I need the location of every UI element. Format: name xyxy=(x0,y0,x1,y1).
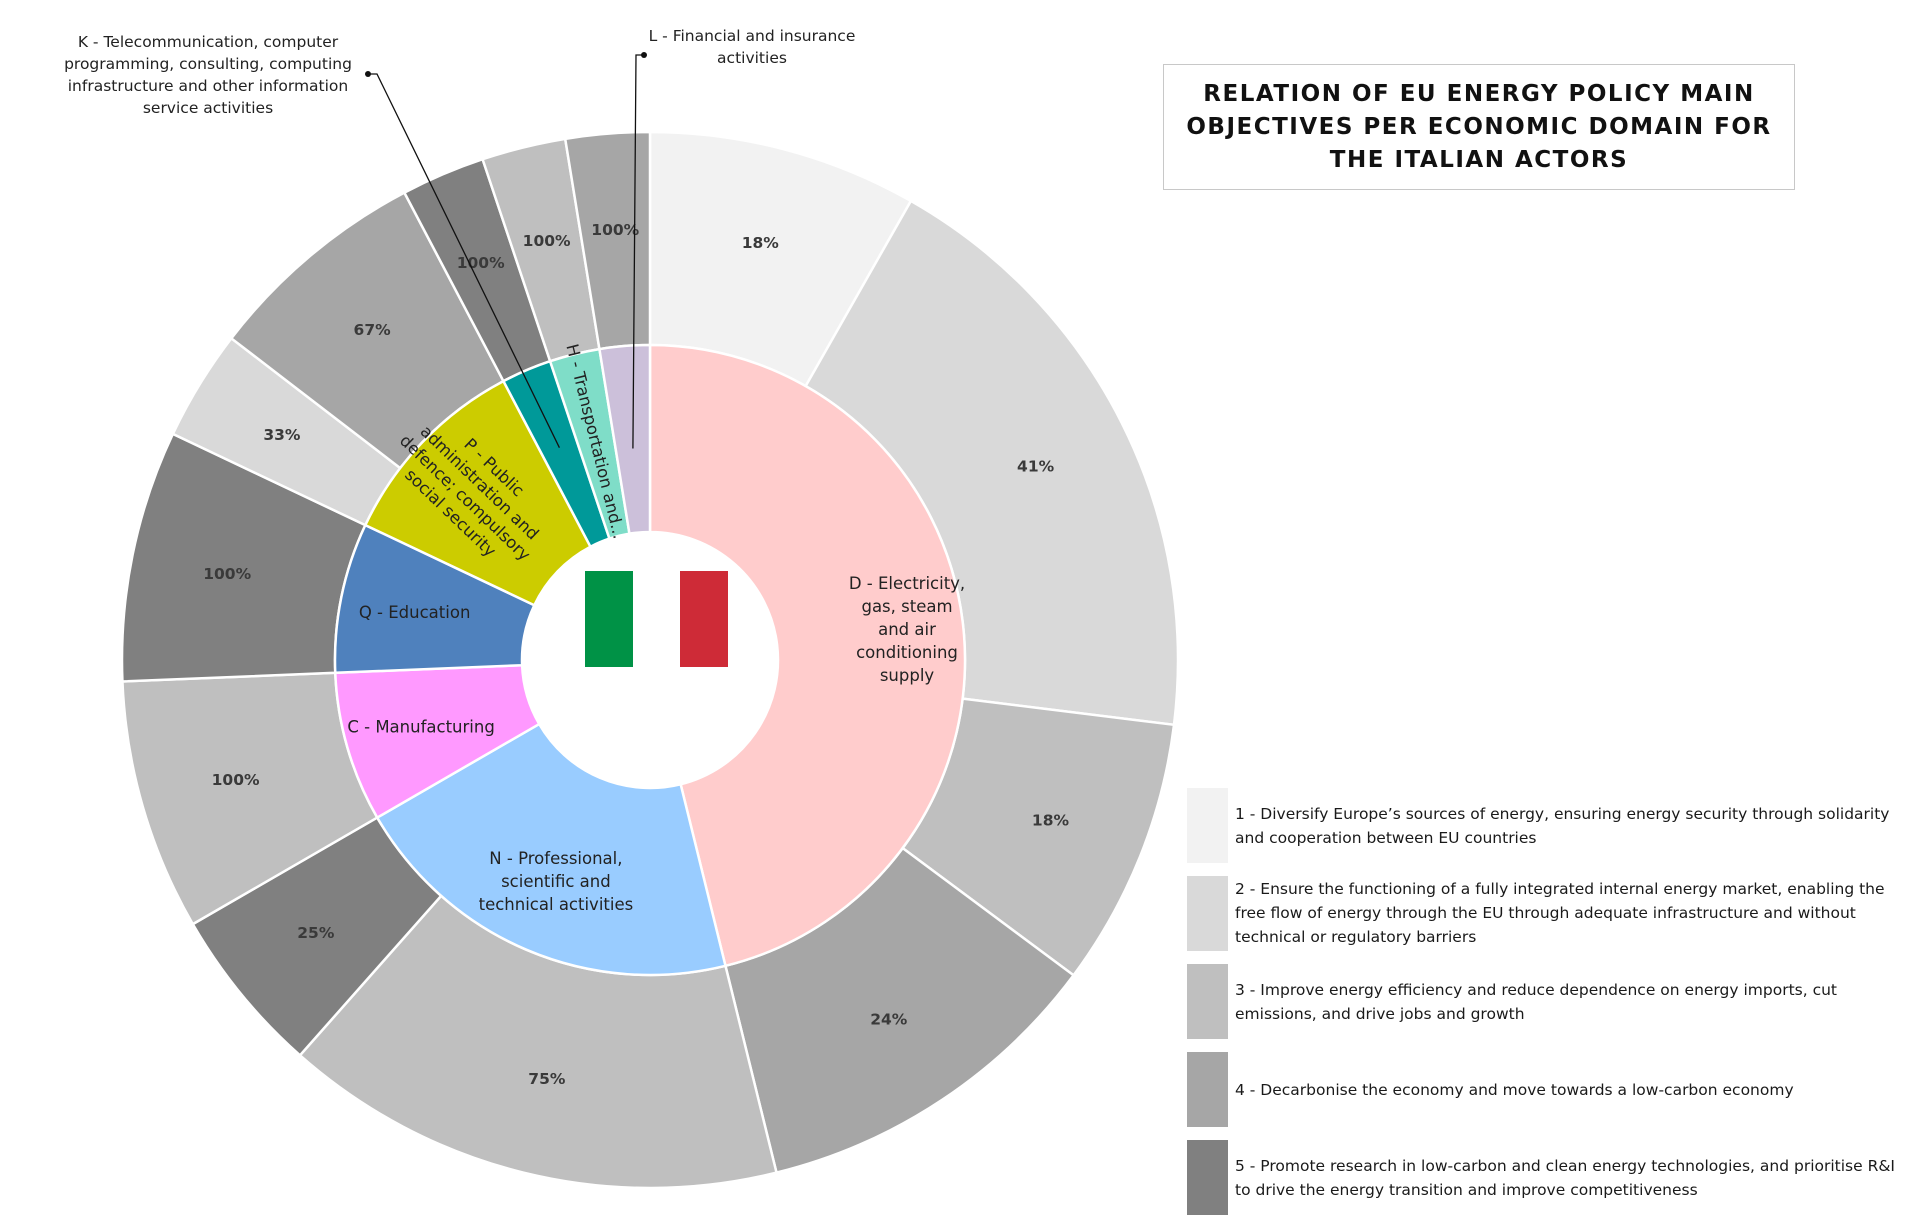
legend-swatch-3 xyxy=(1187,964,1228,1039)
center-flag xyxy=(585,571,728,667)
legend-text-1: 1 - Diversify Europe’s sources of energy… xyxy=(1235,805,1890,847)
flag-stripe-green xyxy=(585,571,633,667)
leader-dot-k xyxy=(365,71,371,77)
outer-label-d-obj4: 24% xyxy=(870,1010,908,1028)
inner-label-q: Q - Education xyxy=(359,603,471,622)
flag-stripe-red xyxy=(680,571,728,667)
inner-ring: D - Electricity, gas, steam and air conditi… xyxy=(333,342,967,977)
legend-text-4: 4 - Decarbonise the economy and move tow… xyxy=(1235,1081,1794,1099)
legend-swatch-4 xyxy=(1187,1052,1228,1127)
inner-label-n: N - Professional, scientific and technical… xyxy=(479,849,634,914)
legend-text-2: 2 - Ensure the functioning of a fully in… xyxy=(1235,880,1885,946)
inner-slice-l xyxy=(597,343,652,536)
outer-label-q-obj5: 100% xyxy=(203,565,251,583)
inner-slice-d xyxy=(648,343,967,968)
outer-label-d-obj3: 18% xyxy=(1032,812,1070,830)
legend-text-5: 5 - Promote research in low-carbon and c… xyxy=(1235,1157,1896,1199)
leader-lines xyxy=(365,52,647,449)
chart-title-box: RELATION OF EU ENERGY POLICY MAIN OBJECT… xyxy=(1163,64,1795,190)
outer-label-h-obj3: 100% xyxy=(523,232,571,250)
outer-label-p-obj4: 67% xyxy=(354,321,392,339)
annotation-label-l: L - Financial and insurance activities xyxy=(648,27,856,67)
legend-swatch-1 xyxy=(1187,788,1228,863)
legend-swatch-5 xyxy=(1187,1140,1228,1215)
outer-label-d-obj2: 41% xyxy=(1017,457,1055,475)
inner-slice-n xyxy=(375,722,727,977)
inner-label-d: D - Electricity, gas, steam and air conditi… xyxy=(849,573,965,684)
flag-stripe-white xyxy=(633,571,680,667)
outer-label-n-obj5: 25% xyxy=(297,924,335,942)
outer-ring: 18% 41% 18% 24% 75% 25% 100% 100% 33% 67% 100% 100%… xyxy=(120,130,1180,1190)
legend-swatch-2 xyxy=(1187,876,1228,951)
inner-label-c: C - Manufacturing xyxy=(347,717,494,736)
outer-label-k-obj5: 100% xyxy=(457,254,505,272)
outer-label-c-obj3: 100% xyxy=(212,771,260,789)
leader-dot-l xyxy=(641,52,647,58)
chart-title: RELATION OF EU ENERGY POLICY MAIN OBJECT… xyxy=(1186,80,1772,173)
annotation-label-k: K - Telecommunication, computer programm… xyxy=(64,33,352,117)
legend-text-3: 3 - Improve energy efficiency and reduce… xyxy=(1235,981,1837,1023)
outer-label-l-obj4: 100% xyxy=(591,221,639,239)
outer-label-p-obj2: 33% xyxy=(263,426,301,444)
outer-label-n-obj3: 75% xyxy=(528,1070,566,1088)
outer-label-d-obj1: 18% xyxy=(742,234,780,252)
inner-slice-p xyxy=(363,379,593,607)
